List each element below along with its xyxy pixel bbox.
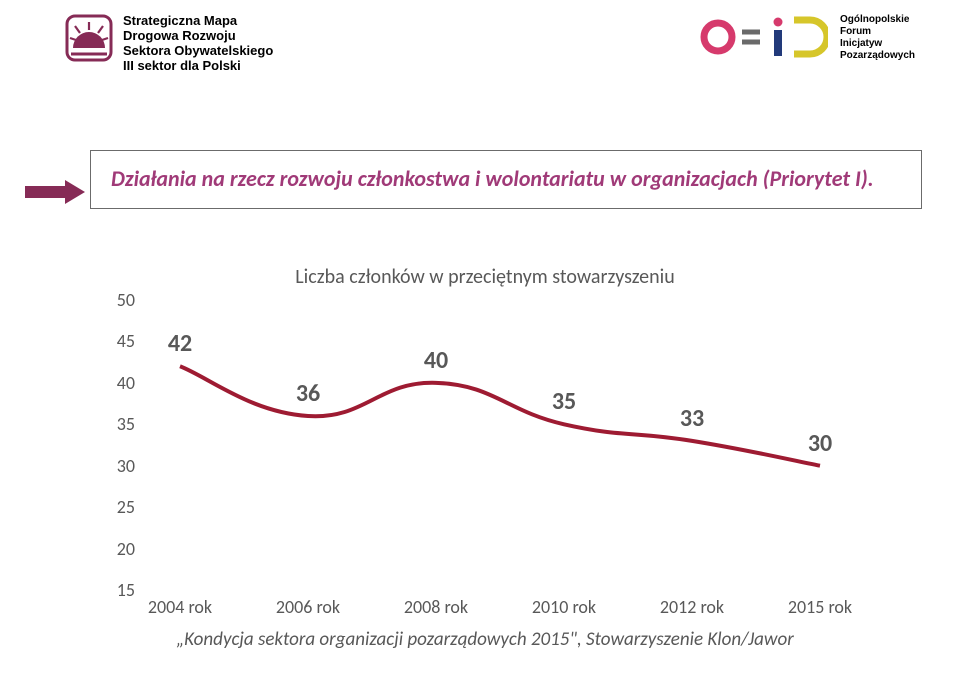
x-axis-tick: 2015 rok <box>788 596 852 618</box>
y-axis-tick: 25 <box>95 496 135 518</box>
ofip-logo-icon <box>698 14 828 60</box>
logo-left-line: Drogowa Rozwoju <box>123 29 273 44</box>
map-logo-icon <box>65 14 113 62</box>
logo-right-line: Pozarządowych <box>840 50 915 62</box>
y-axis-tick: 30 <box>95 455 135 477</box>
data-label: 36 <box>296 379 320 408</box>
logo-right-line: Ogólnopolskie <box>840 14 915 26</box>
title-box: Działania na rzecz rozwoju członkostwa i… <box>90 150 922 209</box>
x-axis-tick: 2010 rok <box>532 596 596 618</box>
slide-header: Strategiczna Mapa Drogowa Rozwoju Sektor… <box>0 0 960 110</box>
x-axis-tick: 2008 rok <box>404 596 468 618</box>
logo-left-text: Strategiczna Mapa Drogowa Rozwoju Sektor… <box>123 14 273 74</box>
logo-left-line: III sektor dla Polski <box>123 59 273 74</box>
y-axis-tick: 35 <box>95 413 135 435</box>
logo-left: Strategiczna Mapa Drogowa Rozwoju Sektor… <box>65 14 273 74</box>
logo-left-line: Sektora Obywatelskiego <box>123 44 273 59</box>
chart-plot: 15202530354045502004 rok2006 rok2008 rok… <box>140 300 860 590</box>
chart-line-svg <box>140 300 860 590</box>
data-label: 42 <box>168 329 192 358</box>
y-axis-tick: 45 <box>95 330 135 352</box>
data-label: 40 <box>424 346 448 375</box>
y-axis-tick: 50 <box>95 289 135 311</box>
x-axis-tick: 2004 rok <box>148 596 212 618</box>
data-label: 33 <box>680 404 704 433</box>
logo-right-line: Forum <box>840 26 915 38</box>
y-axis-tick: 40 <box>95 372 135 394</box>
pointer-arrow-icon <box>25 180 85 204</box>
chart-source: „Kondycja sektora organizacji pozarządow… <box>90 628 880 651</box>
chart: Liczba członków w przeciętnym stowarzysz… <box>90 255 880 645</box>
y-axis-tick: 15 <box>95 579 135 601</box>
logo-right-text: Ogólnopolskie Forum Inicjatyw Pozarządow… <box>840 14 915 62</box>
logo-left-line: Strategiczna Mapa <box>123 14 273 29</box>
y-axis-tick: 20 <box>95 538 135 560</box>
chart-title: Liczba członków w przeciętnym stowarzysz… <box>90 265 880 289</box>
data-label: 35 <box>552 387 576 416</box>
logo-right: Ogólnopolskie Forum Inicjatyw Pozarządow… <box>698 14 915 62</box>
x-axis-tick: 2012 rok <box>660 596 724 618</box>
logo-right-line: Inicjatyw <box>840 38 915 50</box>
data-label: 30 <box>808 429 832 458</box>
x-axis-tick: 2006 rok <box>276 596 340 618</box>
